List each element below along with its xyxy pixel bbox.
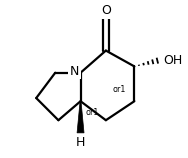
Polygon shape [77,101,84,133]
Text: O: O [101,4,111,17]
Text: or1: or1 [112,85,126,94]
Text: OH: OH [163,54,182,67]
Text: or1: or1 [85,108,99,117]
Text: N: N [70,65,79,78]
Text: H: H [76,136,85,149]
